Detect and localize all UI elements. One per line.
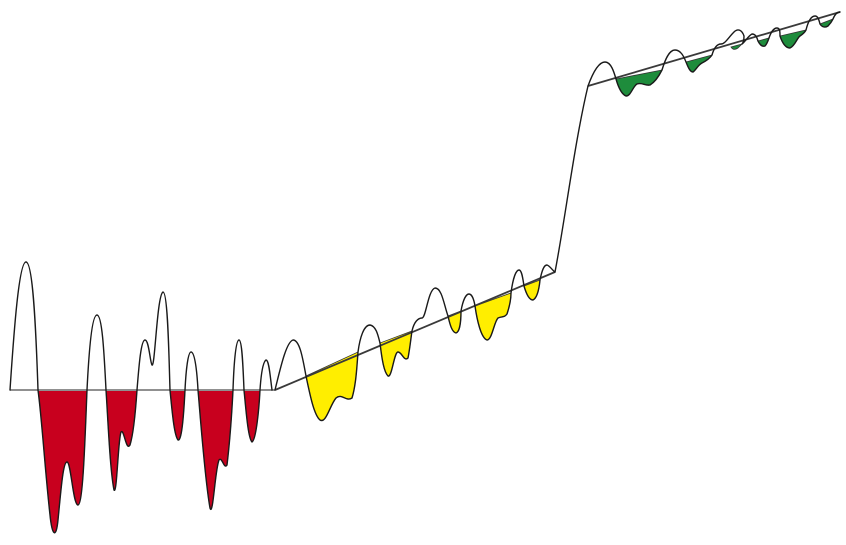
segment-connector-line	[554, 85, 589, 273]
segment-3-wave-line	[587, 11, 841, 97]
segment-2-trend-line	[274, 271, 556, 391]
segment-3-group	[587, 11, 841, 97]
segment-2-fill-lobe-e	[523, 279, 541, 301]
segment-2-fill-lobe-d	[474, 292, 512, 341]
segment-1-wave-line	[9, 261, 273, 534]
segment-2-group	[274, 264, 556, 422]
segment-2-wave-line	[274, 264, 556, 422]
segment-1-fill-lobe-b	[105, 389, 138, 491]
segment-3-fill-lobe-c	[730, 43, 744, 50]
segment-1-group	[9, 261, 275, 534]
